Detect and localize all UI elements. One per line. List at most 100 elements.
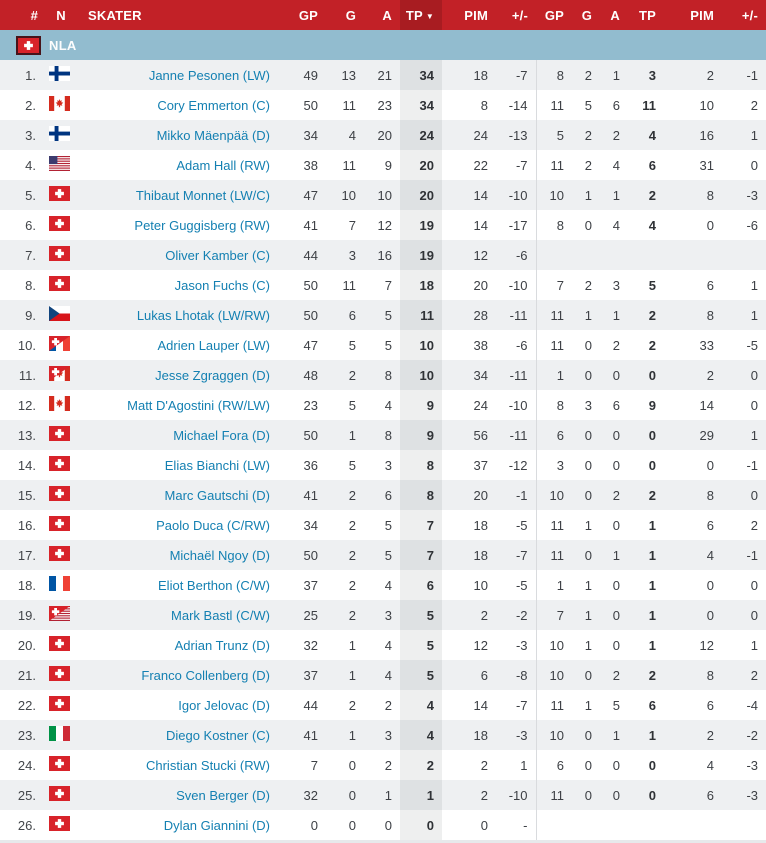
player-link[interactable]: Oliver Kamber (C): [165, 247, 270, 263]
stat-pm1: -3: [515, 637, 528, 653]
stat-a2: 2: [612, 667, 620, 683]
player-link[interactable]: Lukas Lhotak (LW/RW): [136, 307, 270, 323]
switzerland-flag-icon: [16, 35, 41, 55]
player-link[interactable]: Mark Bastl (C/W): [171, 607, 270, 623]
player-link[interactable]: Igor Jelovac (D): [178, 697, 270, 713]
switzerland-flag-icon: [49, 816, 70, 831]
stat-a1: 16: [377, 247, 392, 263]
stat-pim2: 2: [706, 67, 714, 83]
player-link[interactable]: Marc Gautschi (D): [164, 487, 270, 503]
stat-pim1: 18: [473, 517, 488, 533]
stat-tp1: 5: [400, 600, 442, 630]
column-header-a2[interactable]: A: [600, 0, 628, 30]
player-link[interactable]: Eliot Berthon (C/W): [158, 577, 270, 593]
stat-tp1: 7: [400, 510, 442, 540]
stat-pm2: 2: [750, 97, 758, 113]
column-header-tp2[interactable]: TP: [628, 0, 664, 30]
column-header-pm1[interactable]: +/-: [496, 0, 536, 30]
player-link[interactable]: Michael Fora (D): [173, 427, 270, 443]
stat-tp2: 6: [648, 157, 656, 173]
stat-a1: 7: [384, 277, 392, 293]
player-link[interactable]: Mikko Mäenpää (D): [156, 127, 270, 143]
stat-pim1: 18: [473, 547, 488, 563]
column-header-name[interactable]: SKATER: [78, 0, 278, 30]
player-link[interactable]: Peter Guggisberg (RW): [134, 217, 270, 233]
stat-pim1: 24: [473, 127, 488, 143]
stat-a2: 0: [612, 457, 620, 473]
player-nationality: [44, 810, 78, 840]
player-rank: 2.: [25, 97, 36, 113]
player-link[interactable]: Thibaut Monnet (LW/C): [135, 187, 270, 203]
switzerland-flag-icon: [49, 216, 70, 231]
player-nationality: [44, 360, 78, 390]
player-link[interactable]: Franco Collenberg (D): [141, 667, 270, 683]
player-rank: 17.: [17, 547, 36, 563]
stat-g2: 0: [584, 787, 592, 803]
league-name[interactable]: NLA: [49, 37, 77, 53]
column-header-flag[interactable]: N: [44, 0, 78, 30]
player-link[interactable]: Elias Bianchi (LW): [164, 457, 270, 473]
stat-tp1: 10: [400, 330, 442, 360]
column-header-g1[interactable]: G: [326, 0, 364, 30]
stat-pm1: -7: [515, 157, 528, 173]
stat-a2: 4: [612, 157, 620, 173]
column-header-g2[interactable]: G: [572, 0, 600, 30]
stat-gp1: 50: [303, 307, 318, 323]
stat-pim2: 6: [706, 697, 714, 713]
stat-g2: 1: [584, 697, 592, 713]
player-link[interactable]: Jesse Zgraggen (D): [155, 367, 270, 383]
player-link[interactable]: Adrian Trunz (D): [174, 637, 270, 653]
column-header-a1[interactable]: A: [364, 0, 400, 30]
player-link[interactable]: Adam Hall (RW): [176, 157, 270, 173]
player-link[interactable]: Jason Fuchs (C): [174, 277, 270, 293]
player-row-19: 19. Mark Bastl (C/W) 25 2 3 5 2 -2 7 1 0 1 0 0: [0, 600, 766, 630]
stat-pim1: 2: [480, 757, 488, 773]
stat-pm2: -5: [746, 337, 758, 353]
stat-gp2: 11: [535, 690, 572, 720]
stat-a1: 2: [384, 697, 392, 713]
column-header-gp2[interactable]: GP: [536, 0, 572, 30]
stat-a1: 3: [384, 607, 392, 623]
stat-pm2: -6: [746, 217, 758, 233]
player-link[interactable]: Dylan Giannini (D): [163, 817, 270, 833]
player-name-cell: Christian Stucki (RW): [78, 750, 278, 780]
stat-gp1: 50: [303, 277, 318, 293]
column-header-pm2[interactable]: +/-: [722, 0, 766, 30]
stat-a1: 5: [384, 307, 392, 323]
player-link[interactable]: Adrien Lauper (LW): [157, 337, 270, 353]
stat-a2: 0: [612, 757, 620, 773]
stat-gp1: 37: [303, 667, 318, 683]
player-link[interactable]: Christian Stucki (RW): [145, 757, 270, 773]
stat-gp1: 32: [303, 637, 318, 653]
stat-pm1: -7: [515, 67, 528, 83]
player-link[interactable]: Cory Emmerton (C): [157, 97, 270, 113]
france-flag-icon: [49, 576, 70, 591]
player-link[interactable]: Sven Berger (D): [176, 787, 270, 803]
stat-gp2: [535, 810, 572, 840]
stat-tp2: 1: [648, 547, 656, 563]
player-nationality: [44, 120, 78, 150]
column-header-tp1-sorted[interactable]: TP ▼: [400, 0, 442, 30]
stat-g1: 1: [348, 727, 356, 743]
column-header-gp1[interactable]: GP: [278, 0, 326, 30]
stat-a1: 9: [384, 157, 392, 173]
stat-tp2: 9: [648, 397, 656, 413]
player-link[interactable]: Michaël Ngoy (D): [169, 547, 270, 563]
stat-gp2: 1: [535, 570, 572, 600]
column-header-pim2[interactable]: PIM: [664, 0, 722, 30]
stat-g2: 3: [584, 397, 592, 413]
player-link[interactable]: Matt D'Agostini (RW/LW): [127, 397, 270, 413]
column-header-rank[interactable]: #: [0, 0, 44, 30]
stat-pim2: 12: [699, 637, 714, 653]
stat-g1: 10: [341, 187, 356, 203]
stat-gp2: 6: [535, 420, 572, 450]
player-rank: 22.: [17, 697, 36, 713]
player-link[interactable]: Diego Kostner (C): [165, 727, 270, 743]
player-link[interactable]: Paolo Duca (C/RW): [156, 517, 270, 533]
stat-a1: 8: [384, 367, 392, 383]
stat-tp1: 5: [400, 630, 442, 660]
stat-tp1: 0: [400, 810, 442, 840]
stat-pm1: -11: [509, 307, 528, 323]
column-header-pim1[interactable]: PIM: [442, 0, 496, 30]
player-link[interactable]: Janne Pesonen (LW): [148, 67, 270, 83]
